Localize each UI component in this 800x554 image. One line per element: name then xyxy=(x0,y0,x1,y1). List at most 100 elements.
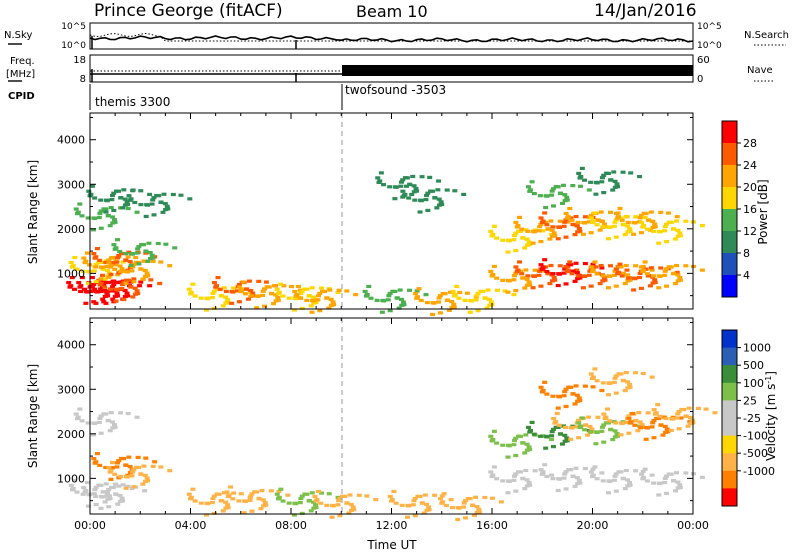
ytick-label: 2000 xyxy=(57,428,85,441)
colorbar-segment xyxy=(722,470,737,489)
colorbar-segment xyxy=(722,435,737,454)
power-heatmap xyxy=(66,166,705,317)
colorbar-segment xyxy=(722,400,737,419)
colorbar-segment xyxy=(722,418,737,437)
colorbar-segment xyxy=(722,209,737,232)
velocity-cell xyxy=(438,492,504,522)
power-colorbar-tick: 24 xyxy=(743,159,757,172)
freq-label: Freq. xyxy=(10,56,35,67)
power-cell xyxy=(525,180,592,210)
power-cell xyxy=(538,258,605,288)
nsearch-label: N.Search xyxy=(744,30,789,41)
nsky-label: N.Sky xyxy=(4,30,32,41)
velocity-colorbar-tick: -1000 xyxy=(743,465,775,478)
ytick-label: 3000 xyxy=(57,383,85,396)
nave-right-tick-0: 60 xyxy=(697,55,710,66)
velocity-cell xyxy=(387,489,454,519)
velocity-cell xyxy=(588,367,655,397)
power-cell xyxy=(513,215,580,245)
velocity-colorbar-tick: 100 xyxy=(743,377,764,390)
colorbar-segment xyxy=(722,382,737,401)
velocity-cell xyxy=(106,460,173,490)
velocity-cell xyxy=(81,480,148,510)
colorbar-segment xyxy=(722,330,737,349)
colorbar-segment xyxy=(722,253,737,276)
velocity-colorbar-tick: 500 xyxy=(743,359,764,372)
power-cell xyxy=(73,202,140,232)
xtick-label: 04:00 xyxy=(175,519,207,532)
date-label: 14/Jan/2016 xyxy=(594,1,697,21)
nave-label: Nave xyxy=(747,65,773,76)
power-colorbar: Power [dB] 4 8 12 16 20 24 28 xyxy=(721,120,770,298)
power-cell xyxy=(292,284,359,314)
power-colorbar-tick: 28 xyxy=(743,137,757,150)
colorbar-segment xyxy=(722,187,737,210)
velocity-colorbar-tick: 1000 xyxy=(743,342,771,355)
colorbar-segment xyxy=(722,121,737,144)
power-cell xyxy=(274,282,341,312)
ytick-label: 4000 xyxy=(57,134,85,147)
velocity-colorbar-tick: -25 xyxy=(743,412,761,425)
colorbar-segment xyxy=(722,143,737,166)
power-cell xyxy=(362,284,429,314)
power-colorbar-tick: 8 xyxy=(743,247,750,260)
power-cell xyxy=(126,189,193,219)
xtick-label: 12:00 xyxy=(376,519,408,532)
power-cell xyxy=(576,166,643,196)
colorbar-segment xyxy=(722,453,737,472)
velocity-colorbar-tick: 25 xyxy=(743,394,757,407)
ytick-label: 1000 xyxy=(57,472,85,485)
xtick-label: 08:00 xyxy=(275,519,307,532)
cpid-strip: CPID themis 3300 twofsound -3503 xyxy=(8,83,446,110)
power-cell xyxy=(237,280,303,310)
freq-strip: Freq. [MHz] 18 8 60 0 Nave xyxy=(6,54,774,85)
velocity-cell xyxy=(639,467,705,497)
ytick-label: 3000 xyxy=(57,178,85,191)
velocity-cell xyxy=(588,465,655,495)
velocity-cell xyxy=(488,429,555,459)
colorbar-segment xyxy=(722,231,737,254)
power-ylabel: Slant Range [km] xyxy=(26,160,40,264)
xtick-label: 00:00 xyxy=(677,519,709,532)
velocity-colorbar-tick: -100 xyxy=(743,430,768,443)
velocity-cell xyxy=(73,407,140,437)
power-cell xyxy=(111,238,178,268)
freq-left-tick-1: 8 xyxy=(80,74,86,85)
power-cell xyxy=(639,215,705,245)
velocity-cell xyxy=(538,380,605,410)
velocity-colorbar-label: Velocity [m s-1] xyxy=(764,371,779,461)
xtick-label: 20:00 xyxy=(577,519,609,532)
nsky-left-tick-0: 10^5 xyxy=(61,22,86,32)
power-colorbar-tick: 4 xyxy=(743,269,750,282)
velocity-cell xyxy=(224,485,291,515)
ytick-label: 1000 xyxy=(57,267,85,280)
nsky-left-tick-1: 10^0 xyxy=(61,41,86,51)
velocity-xlabel: Time UT xyxy=(366,538,417,552)
velocity-heatmap xyxy=(68,367,718,522)
colorbar-segment xyxy=(722,275,737,298)
power-cell xyxy=(639,260,705,290)
ytick-label: 4000 xyxy=(57,339,85,352)
xtick-label: 00:00 xyxy=(74,519,106,532)
ytick-label: 2000 xyxy=(57,223,85,236)
colorbar-segment xyxy=(722,488,737,507)
velocity-cell xyxy=(186,487,253,517)
cpid-segment-0: themis 3300 xyxy=(95,95,170,109)
power-cell xyxy=(375,171,442,201)
chart-title: Prince George (fitACF) xyxy=(94,1,283,21)
cpid-label: CPID xyxy=(8,91,35,102)
power-panel: 1000 2000 3000 4000 Slant Range [km] xyxy=(26,112,705,317)
power-cell xyxy=(450,284,517,314)
freq-left-tick-0: 18 xyxy=(73,55,86,66)
velocity-ylabel: Slant Range [km] xyxy=(26,364,40,468)
velocity-panel: 1000 2000 3000 4000 00:00 04:00 08:00 12:00 16:… xyxy=(26,317,718,552)
velocity-cell xyxy=(538,463,605,493)
power-cell xyxy=(412,287,479,317)
nsky-series xyxy=(89,35,694,43)
nave-right-tick-1: 0 xyxy=(697,74,703,85)
power-cell xyxy=(538,211,605,241)
colorbar-segment xyxy=(722,347,737,366)
power-colorbar-tick: 12 xyxy=(743,225,757,238)
nsky-right-tick-1: 10^0 xyxy=(697,41,722,51)
